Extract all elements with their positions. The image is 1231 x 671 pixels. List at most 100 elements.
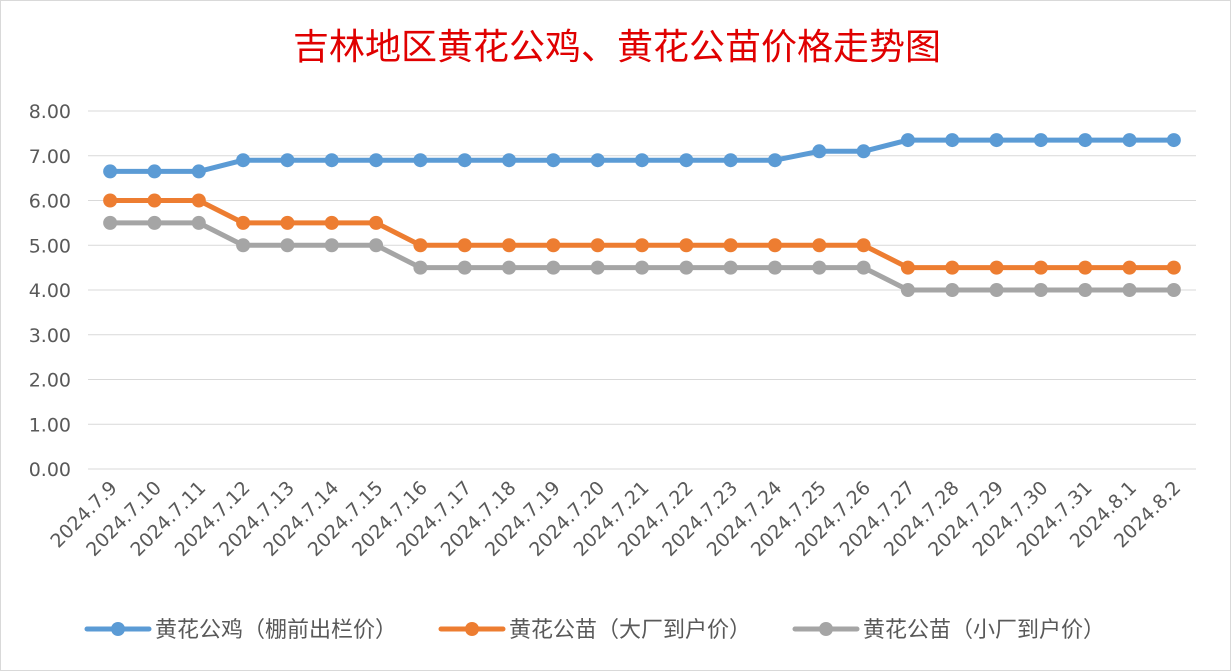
data-point — [147, 164, 162, 179]
data-point — [723, 238, 738, 253]
y-tick-label: 5.00 — [29, 235, 71, 257]
data-point — [590, 153, 605, 168]
data-point — [1122, 283, 1137, 297]
data-point — [147, 215, 162, 230]
data-point — [635, 153, 649, 168]
data-point — [502, 238, 517, 253]
y-tick-label: 7.00 — [29, 146, 71, 168]
data-point — [502, 260, 517, 275]
data-point — [945, 283, 960, 297]
data-point — [989, 260, 1004, 275]
data-point — [369, 153, 384, 168]
series-line — [107, 198, 1177, 271]
data-point — [236, 238, 251, 253]
data-point — [1033, 283, 1048, 297]
data-point — [767, 260, 782, 275]
series-lines — [103, 133, 1181, 297]
data-point — [103, 193, 118, 208]
data-point — [191, 215, 206, 230]
data-point — [413, 238, 428, 253]
series-2 — [103, 193, 1181, 275]
y-tick-label: 4.00 — [29, 280, 71, 302]
data-point — [103, 164, 118, 179]
data-point — [324, 238, 339, 253]
data-point — [812, 238, 827, 253]
data-point — [502, 153, 517, 168]
data-point — [989, 133, 1004, 148]
data-point — [103, 215, 118, 230]
data-point — [457, 260, 472, 275]
data-point — [1122, 260, 1137, 275]
data-point — [767, 153, 782, 168]
y-tick-label: 2.00 — [29, 370, 71, 392]
data-point — [1166, 133, 1181, 148]
data-point — [856, 238, 871, 253]
data-point — [945, 260, 960, 275]
legend-marker — [465, 622, 479, 636]
data-point — [280, 215, 295, 230]
data-point — [1033, 133, 1048, 148]
data-point — [147, 193, 162, 208]
data-point — [723, 153, 738, 168]
data-point — [457, 153, 472, 168]
series-3 — [103, 215, 1181, 297]
data-point — [679, 238, 694, 253]
y-tick-label: 8.00 — [29, 101, 71, 123]
data-point — [900, 283, 915, 297]
data-point — [900, 133, 915, 148]
legend-marker — [111, 622, 125, 636]
data-point — [369, 215, 384, 230]
data-point — [679, 153, 694, 168]
data-point — [1033, 260, 1048, 275]
data-point — [280, 153, 295, 168]
data-point — [413, 260, 428, 275]
y-tick-label: 1.00 — [29, 414, 71, 436]
data-point — [679, 260, 694, 275]
y-tick-label: 3.00 — [29, 325, 71, 347]
data-point — [1078, 133, 1093, 148]
data-point — [546, 238, 561, 253]
data-point — [1122, 133, 1137, 148]
data-point — [1078, 260, 1093, 275]
legend-item: 黄花公鸡（棚前出栏价） — [84, 618, 397, 643]
legend-label: 黄花公苗（大厂到户价） — [509, 618, 751, 643]
data-point — [1078, 283, 1093, 297]
data-point — [812, 260, 827, 275]
data-point — [590, 238, 605, 253]
data-point — [191, 164, 206, 179]
data-point — [546, 153, 561, 168]
data-point — [989, 283, 1004, 297]
y-tick-label: 0.00 — [29, 459, 71, 481]
data-point — [945, 133, 960, 148]
data-point — [767, 238, 782, 253]
data-point — [236, 153, 251, 168]
data-point — [723, 260, 738, 275]
data-point — [635, 260, 649, 275]
data-point — [1166, 260, 1181, 275]
legend: 黄花公鸡（棚前出栏价） 黄花公苗（大厂到户价） 黄花公苗（小厂到户价） — [84, 618, 1105, 643]
series-line — [107, 220, 1177, 293]
x-axis-ticks: 2024.7.92024.7.102024.7.112024.7.122024.… — [46, 477, 1185, 561]
data-point — [280, 238, 295, 253]
data-point — [546, 260, 561, 275]
data-point — [413, 153, 428, 168]
y-tick-label: 6.00 — [29, 191, 71, 213]
legend-label: 黄花公鸡（棚前出栏价） — [155, 618, 397, 643]
data-point — [191, 193, 206, 208]
legend-marker — [819, 622, 833, 636]
series-1 — [103, 133, 1181, 179]
data-point — [1166, 283, 1181, 297]
data-point — [856, 144, 871, 159]
data-point — [590, 260, 605, 275]
data-point — [236, 215, 251, 230]
legend-label: 黄花公苗（小厂到户价） — [863, 618, 1105, 643]
data-point — [635, 238, 649, 253]
data-point — [900, 260, 915, 275]
data-point — [856, 260, 871, 275]
data-point — [324, 153, 339, 168]
data-point — [812, 144, 827, 159]
y-axis-ticks: 0.00 1.00 2.00 3.00 4.00 5.00 6.00 7.00 8.00 — [29, 101, 71, 481]
data-point — [324, 215, 339, 230]
